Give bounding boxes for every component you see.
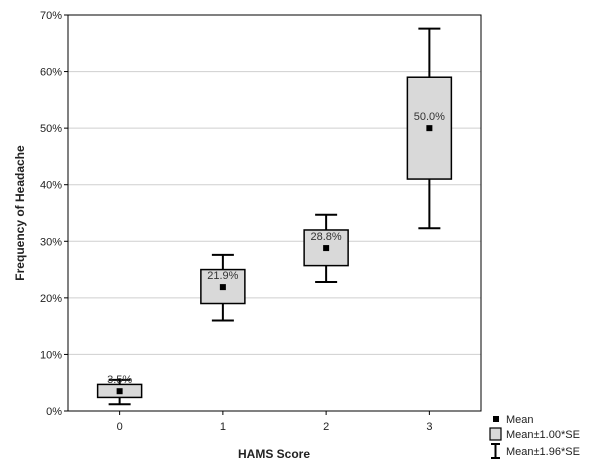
y-tick-label: 60% xyxy=(40,67,62,79)
y-axis-label: Frequency of Headache xyxy=(13,145,27,281)
mean-data-label: 50.0% xyxy=(414,111,445,123)
y-tick-label: 30% xyxy=(40,236,62,248)
plot-area-frame xyxy=(67,14,482,412)
mean-marker xyxy=(116,388,123,395)
mean-data-label: 28.8% xyxy=(311,231,342,243)
x-tick-label: 3 xyxy=(426,421,432,433)
legend: Mean Mean±1.00*SE Mean±1.96*SE xyxy=(489,414,580,459)
grid-lines xyxy=(68,14,481,412)
legend-whisker-icon xyxy=(491,443,500,459)
y-tick-label: 70% xyxy=(40,10,62,22)
box-group: 3.5% xyxy=(96,374,143,406)
mean-marker xyxy=(219,284,226,291)
mean-marker xyxy=(323,245,330,252)
x-tick-label: 1 xyxy=(220,421,226,433)
y-tick-label: 20% xyxy=(40,293,62,305)
y-tick-label: 50% xyxy=(40,123,62,135)
box-series: 3.5% 21.9% 28.8% 50.0% xyxy=(96,27,453,406)
x-axis-ticks: 0 1 2 3 xyxy=(117,411,432,433)
box-group: 28.8% xyxy=(303,213,349,284)
box-group: 21.9% xyxy=(200,253,246,322)
x-tick-label: 2 xyxy=(323,421,329,433)
legend-mean-marker-icon xyxy=(493,416,499,422)
x-axis-label: HAMS Score xyxy=(238,447,310,461)
legend-whisker-label: Mean±1.96*SE xyxy=(506,446,580,458)
mean-data-label: 21.9% xyxy=(207,270,238,282)
mean-marker xyxy=(426,125,433,132)
y-axis-ticks: 0% 10% 20% 30% 40% 50% 60% 70% xyxy=(40,10,68,418)
legend-se-box-label: Mean±1.00*SE xyxy=(506,429,580,441)
mean-data-label: 3.5% xyxy=(107,374,132,386)
box-group: 50.0% xyxy=(406,27,453,230)
legend-se-box-icon xyxy=(489,427,502,441)
y-tick-label: 40% xyxy=(40,180,62,192)
y-tick-label: 0% xyxy=(46,406,62,418)
x-tick-label: 0 xyxy=(117,421,123,433)
y-tick-label: 10% xyxy=(40,349,62,361)
legend-mean-label: Mean xyxy=(506,414,534,426)
